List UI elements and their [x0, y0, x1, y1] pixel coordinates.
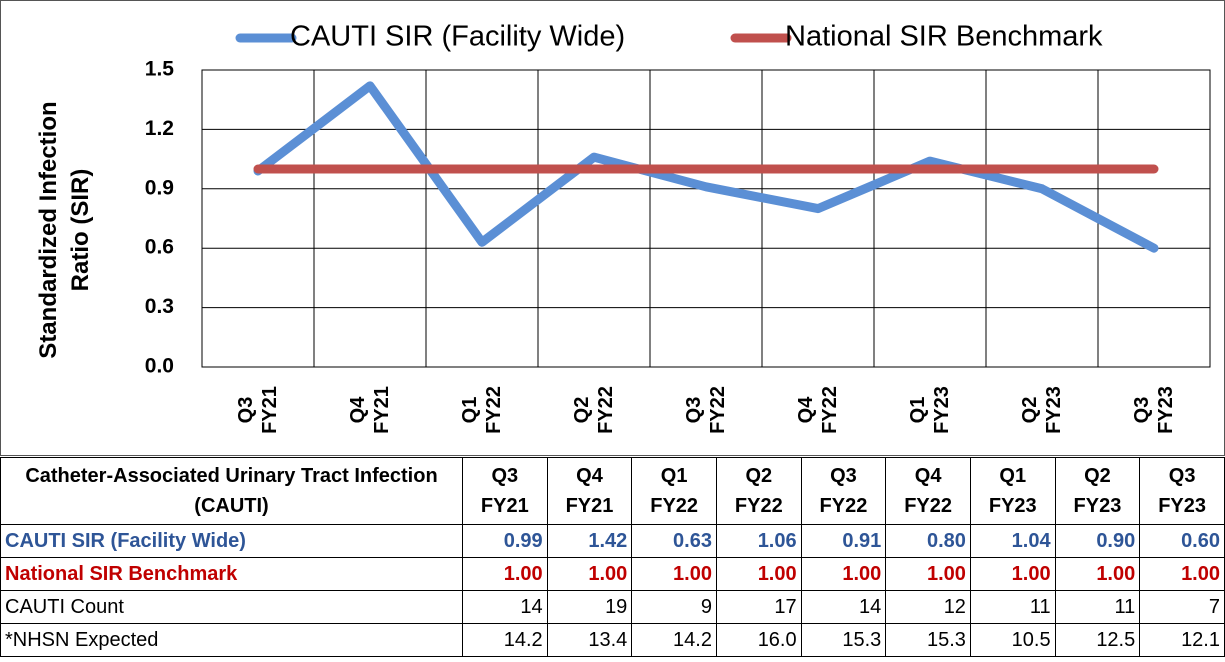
cell: 0.60 — [1139, 524, 1225, 558]
cell: 1.00 — [885, 557, 971, 591]
cell: 17 — [715, 590, 802, 624]
cell: 1.42 — [546, 524, 633, 558]
column-header: Q1 FY22 — [631, 457, 717, 525]
cell: 19 — [546, 590, 633, 624]
column-header: Q3 FY22 — [800, 457, 887, 525]
table-row: CAUTI SIR (Facility Wide) 0.99 1.42 0.63 1.0… — [0, 524, 1225, 558]
row-label: *NHSN Expected — [0, 623, 463, 657]
cell: 0.91 — [800, 524, 887, 558]
x-tick-label: Q4 FY21 — [347, 386, 393, 434]
cell: 14 — [800, 590, 887, 624]
row-label: CAUTI SIR (Facility Wide) — [0, 524, 463, 558]
cell: 16.0 — [715, 623, 802, 657]
cell: 13.4 — [546, 623, 633, 657]
cell: 0.90 — [1054, 524, 1141, 558]
cell: 15.3 — [800, 623, 887, 657]
x-tick-label: Q1 FY22 — [459, 386, 505, 434]
table-row: CAUTI Count 14 19 9 17 14 12 11 11 7 — [0, 590, 1225, 624]
cell: 11 — [1054, 590, 1141, 624]
cell: 1.04 — [969, 524, 1056, 558]
cell: 14.2 — [462, 623, 548, 657]
x-tick-label: Q3 FY22 — [683, 386, 729, 434]
cell: 1.00 — [800, 557, 887, 591]
x-tick-label: Q2 FY23 — [1019, 386, 1065, 434]
column-header: Q2 FY22 — [715, 457, 802, 525]
y-tick-label: 0.9 — [145, 176, 174, 199]
cell: 0.80 — [885, 524, 971, 558]
cell: 1.00 — [1139, 557, 1225, 591]
column-header: Q1 FY23 — [969, 457, 1056, 525]
x-tick-label: Q2 FY22 — [571, 386, 617, 434]
x-tick-label: Q1 FY23 — [907, 386, 953, 434]
cell: 11 — [969, 590, 1056, 624]
cell: 14 — [462, 590, 548, 624]
column-header: Q2 FY23 — [1054, 457, 1141, 525]
cell: 1.00 — [462, 557, 548, 591]
cell: 1.00 — [715, 557, 802, 591]
x-tick-label: Q3 FY21 — [235, 386, 281, 434]
table-header-row: Catheter-Associated Urinary Tract Infect… — [0, 457, 1225, 525]
x-tick-label: Q3 FY23 — [1131, 386, 1177, 434]
row-label: National SIR Benchmark — [0, 557, 463, 591]
column-header: Q4 FY21 — [546, 457, 633, 525]
y-tick-label: 1.2 — [145, 117, 174, 140]
legend-label: National SIR Benchmark — [785, 21, 1103, 53]
cell: 1.00 — [631, 557, 717, 591]
cell: 7 — [1139, 590, 1225, 624]
cell: 10.5 — [969, 623, 1056, 657]
y-tick-label: 0.0 — [145, 355, 174, 378]
row-label: CAUTI Count — [0, 590, 463, 624]
cell: 12.1 — [1139, 623, 1225, 657]
cell: 15.3 — [885, 623, 971, 657]
cell: 1.00 — [969, 557, 1056, 591]
column-header: Q3 FY21 — [462, 457, 548, 525]
cell: 1.00 — [546, 557, 633, 591]
cell: 1.06 — [715, 524, 802, 558]
table-row: National SIR Benchmark 1.00 1.00 1.00 1.00 1.… — [0, 557, 1225, 591]
data-table: Catheter-Associated Urinary Tract Infect… — [0, 457, 1225, 657]
cell: 9 — [631, 590, 717, 624]
y-tick-label: 0.3 — [145, 295, 174, 318]
cell: 0.63 — [631, 524, 717, 558]
column-header: Q4 FY22 — [885, 457, 971, 525]
cell: 14.2 — [631, 623, 717, 657]
chart: 0.0 0.3 0.6 0.9 1.2 1.5 CAUTI SIR (Facility Wi… — [0, 0, 1225, 456]
plot-area — [201, 69, 1211, 368]
cell: 0.99 — [462, 524, 548, 558]
table-row: *NHSN Expected 14.2 13.4 14.2 16.0 15.3 15.3 10… — [0, 623, 1225, 657]
cell: 12.5 — [1054, 623, 1141, 657]
legend-label: CAUTI SIR (Facility Wide) — [290, 21, 625, 53]
table-header: Catheter-Associated Urinary Tract Infect… — [0, 457, 463, 525]
y-axis-title: Standardized Infection Ratio (SIR) — [35, 101, 94, 359]
series-line — [253, 81, 1159, 253]
y-tick-label: 0.6 — [145, 236, 174, 259]
y-tick-label: 1.5 — [145, 58, 175, 81]
cell: 12 — [885, 590, 971, 624]
x-tick-label: Q4 FY22 — [795, 386, 841, 434]
cell: 1.00 — [1054, 557, 1141, 591]
column-header: Q3 FY23 — [1139, 457, 1225, 525]
